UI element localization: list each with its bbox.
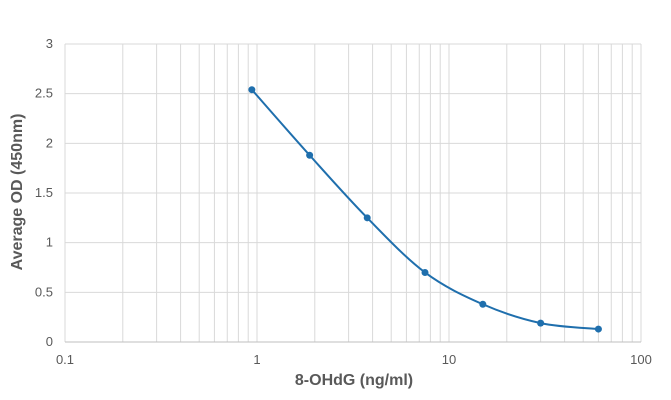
y-tick-label: 0.5 [35, 284, 53, 299]
y-tick-label: 2 [46, 135, 53, 150]
x-tick-label: 10 [442, 352, 456, 367]
series-line [251, 89, 599, 331]
data-point [479, 300, 487, 308]
data-point [363, 214, 371, 222]
data-point [594, 325, 602, 333]
tick-label-layer: 0 0.5 1 1.5 2 2.5 3 0.1 1 10 100 [35, 36, 652, 367]
y-tick-label: 2.5 [35, 86, 53, 101]
y-axis-title: Average OD (450nm) [9, 114, 26, 271]
data-point [306, 151, 314, 159]
x-tick-label: 1 [253, 352, 260, 367]
grid-layer [64, 43, 642, 343]
data-point [248, 86, 256, 94]
data-point [537, 319, 545, 327]
series-layer [248, 86, 602, 333]
y-tick-label: 1.5 [35, 185, 53, 200]
x-tick-label: 0.1 [56, 352, 74, 367]
y-tick-label: 1 [46, 235, 53, 250]
data-point [421, 268, 429, 276]
y-tick-label: 3 [46, 36, 53, 51]
x-axis-title: 8-OHdG (ng/ml) [295, 372, 413, 389]
x-tick-label: 100 [630, 352, 652, 367]
y-tick-label: 0 [46, 334, 53, 349]
